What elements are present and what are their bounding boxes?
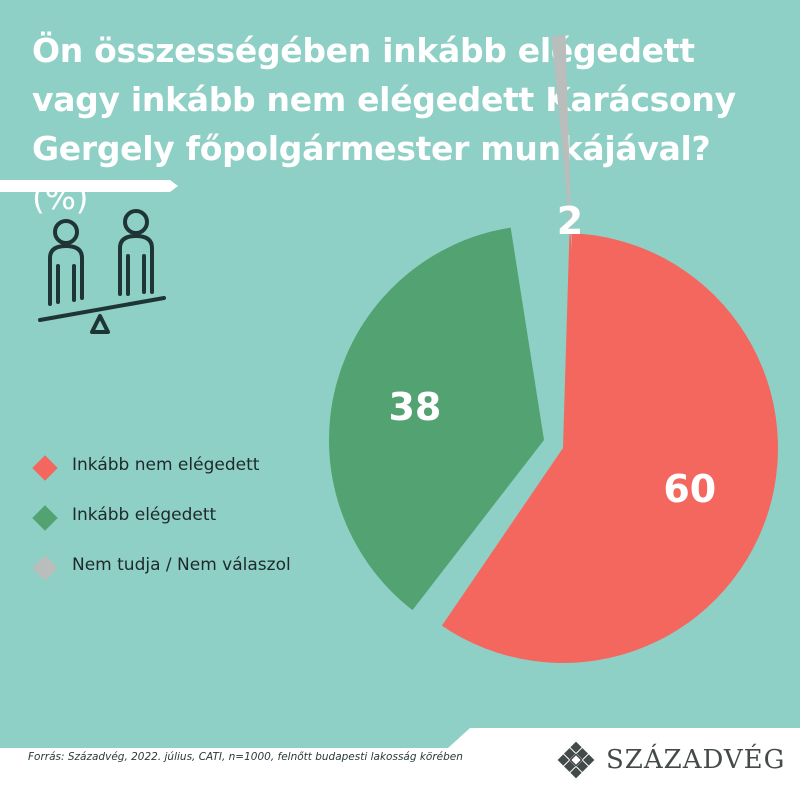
pie-label-satisfied: 38 [388,385,441,429]
pie-label-not-satisfied: 60 [663,467,716,511]
pie-slice-no-answer [551,35,572,251]
pie-slice-satisfied [328,227,544,611]
brand-name: SZÁZADVÉG [606,745,786,775]
legend-label-satisfied: Inkább elégedett [72,505,217,525]
title-underline [0,180,178,192]
chart-title-text: Ön összességében inkább elégedett vagy i… [32,31,736,168]
pie-slice-not-satisfied [441,233,778,664]
szazadveg-logo-icon [557,741,595,779]
legend-label-not-satisfied: Inkább nem elégedett [72,455,260,475]
legend-label-no-answer: Nem tudja / Nem válaszol [72,555,291,575]
footer-band [0,728,800,800]
people-seesaw-icon [38,209,166,334]
pie-label-no-answer: 2 [557,199,583,243]
source-note: Forrás: Századvég, 2022. július, CATI, n… [28,751,463,763]
